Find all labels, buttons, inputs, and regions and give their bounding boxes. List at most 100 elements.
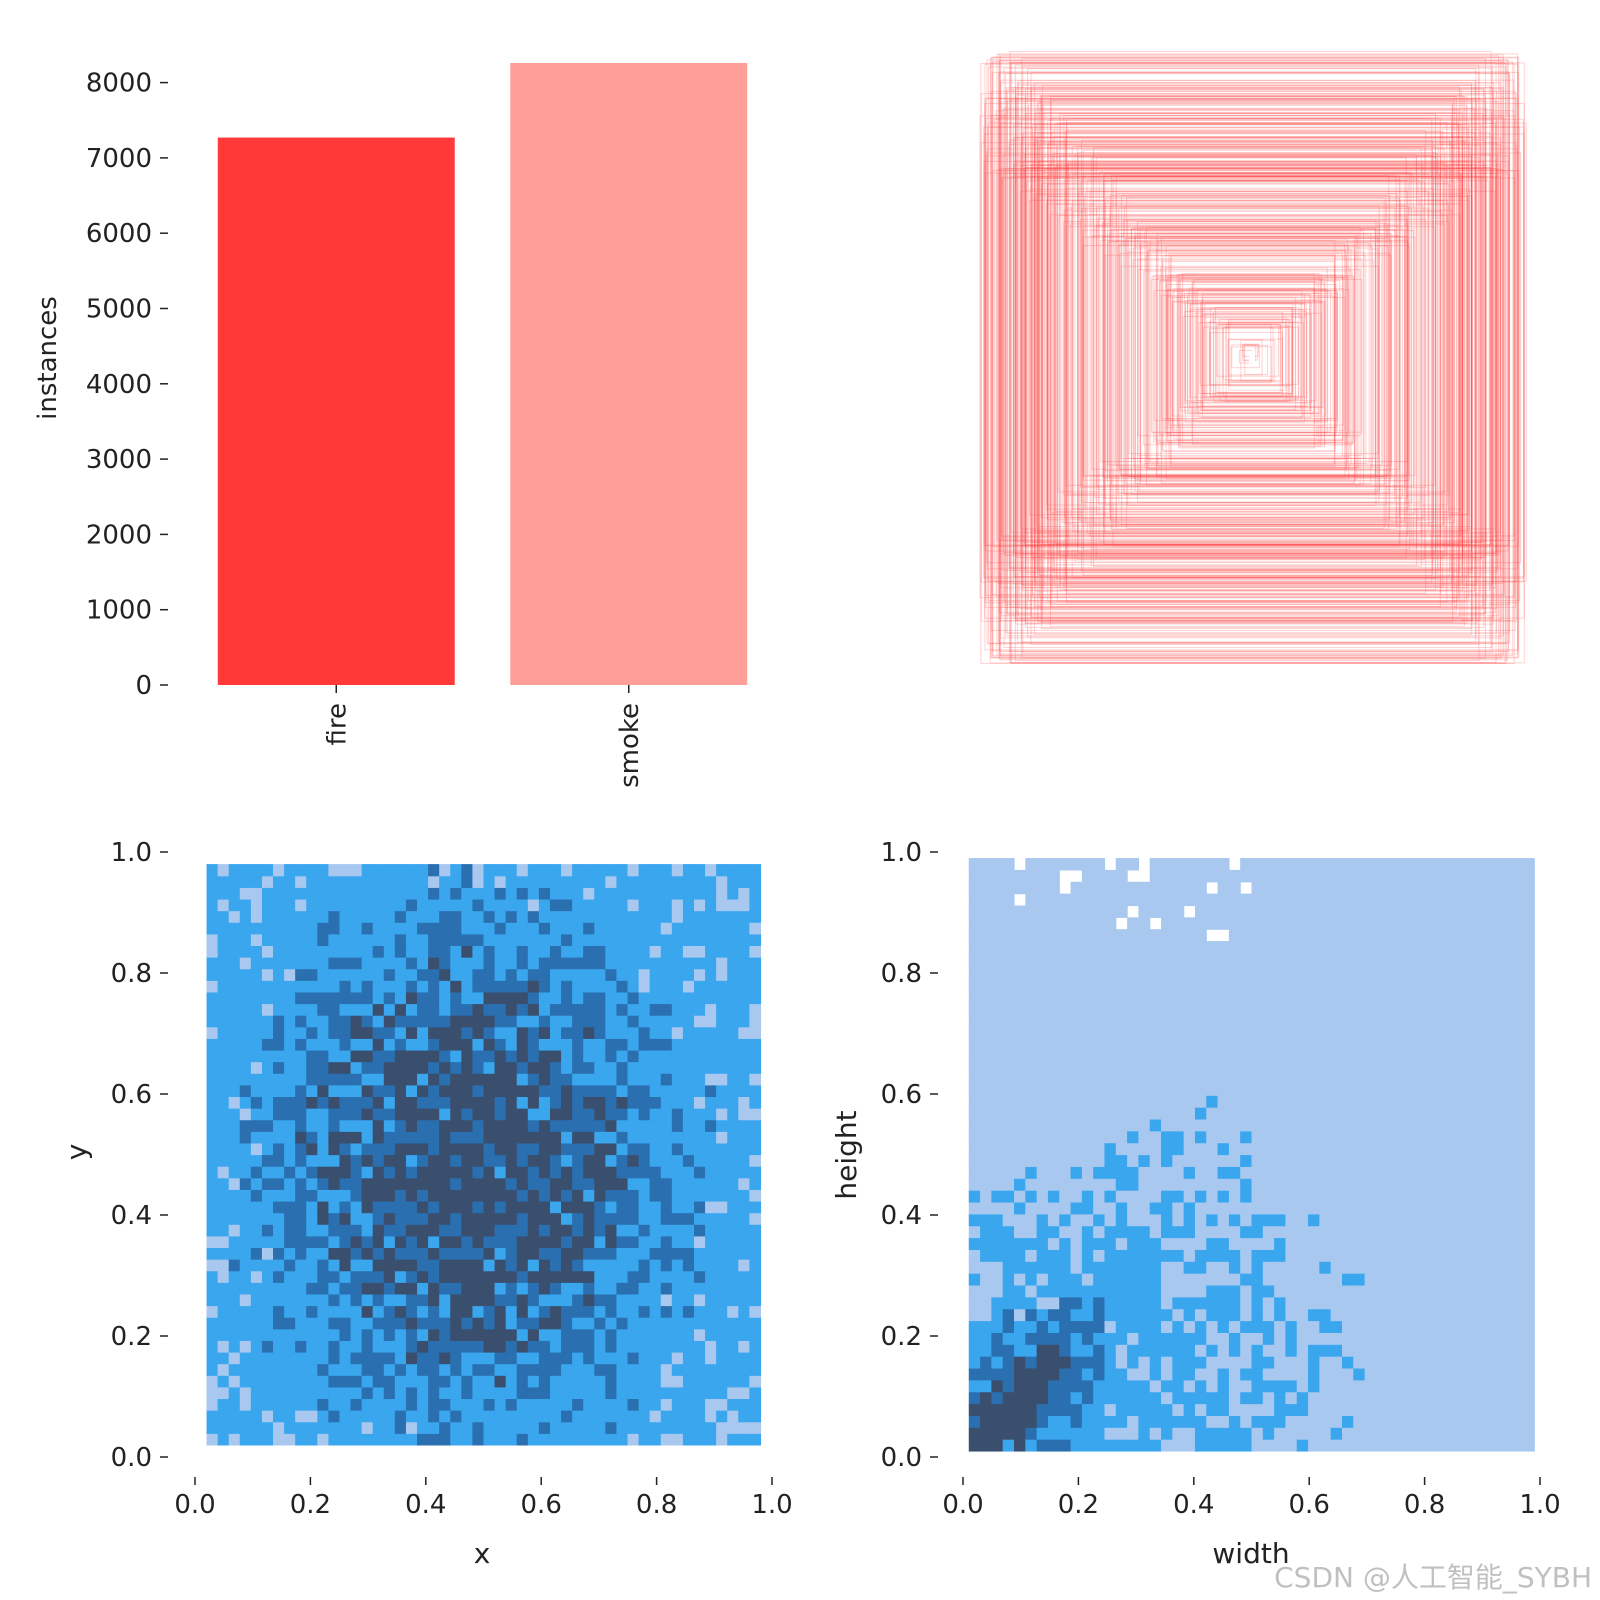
heatmap-cell bbox=[527, 1003, 540, 1016]
heatmap-cell bbox=[1070, 1000, 1083, 1013]
heatmap-cell bbox=[1115, 976, 1128, 990]
heatmap-cell bbox=[1127, 1284, 1140, 1298]
heatmap-cell bbox=[273, 1003, 285, 1016]
heatmap-cell bbox=[217, 1154, 230, 1167]
heatmap-cell bbox=[1421, 1308, 1434, 1322]
label-box bbox=[1034, 112, 1458, 608]
heatmap-cell bbox=[1251, 869, 1264, 883]
heatmap-cell bbox=[572, 1386, 584, 1400]
heatmap-cell bbox=[1070, 1035, 1083, 1049]
heatmap-cell bbox=[516, 1003, 529, 1016]
heatmap-cell bbox=[638, 945, 651, 958]
heatmap-cell bbox=[1081, 1439, 1094, 1452]
heatmap-cell bbox=[1319, 1367, 1332, 1381]
heatmap-cell bbox=[1217, 1166, 1230, 1179]
heatmap-cell bbox=[1409, 1439, 1422, 1452]
heatmap-cell bbox=[638, 1003, 651, 1016]
heatmap-cell bbox=[339, 1142, 352, 1156]
heatmap-cell bbox=[317, 957, 330, 970]
heatmap-cell bbox=[1093, 1237, 1106, 1250]
heatmap-cell bbox=[439, 1235, 451, 1249]
heatmap-cell bbox=[1206, 1154, 1219, 1167]
heatmap-cell bbox=[516, 1026, 529, 1039]
heatmap-cell bbox=[1115, 1012, 1128, 1025]
heatmap-cell bbox=[738, 1061, 750, 1074]
heatmap-cell bbox=[239, 922, 252, 935]
heatmap-cell bbox=[417, 1119, 429, 1132]
heatmap-cell bbox=[1262, 917, 1275, 930]
heatmap-cell bbox=[968, 1178, 981, 1191]
label-box bbox=[1083, 225, 1409, 478]
label-box bbox=[1104, 202, 1387, 506]
heatmap-cell bbox=[1285, 1059, 1298, 1073]
heatmap-cell bbox=[239, 1200, 252, 1214]
heatmap-cell bbox=[1002, 941, 1015, 954]
heatmap-cell bbox=[505, 1247, 518, 1260]
heatmap-cell bbox=[616, 933, 629, 947]
heatmap-cell bbox=[1387, 1403, 1400, 1416]
heatmap-cell bbox=[228, 1200, 241, 1214]
label-box bbox=[1144, 231, 1359, 469]
heatmap-cell bbox=[1330, 1154, 1343, 1167]
label-box bbox=[1047, 119, 1470, 603]
heatmap-cell bbox=[250, 1282, 263, 1295]
label-box bbox=[1153, 289, 1339, 421]
heatmap-cell bbox=[516, 1386, 529, 1400]
heatmap-cell bbox=[1206, 1332, 1219, 1345]
heatmap-cell bbox=[1296, 1237, 1309, 1250]
heatmap-cell bbox=[1251, 1344, 1264, 1357]
heatmap-cell bbox=[394, 1305, 407, 1318]
heatmap-cell bbox=[1409, 905, 1422, 918]
heatmap-cell bbox=[1398, 941, 1411, 954]
label-box bbox=[1191, 281, 1318, 439]
heatmap-cell bbox=[682, 1375, 695, 1388]
heatmap-cell bbox=[1308, 952, 1320, 966]
label-box bbox=[1206, 322, 1304, 397]
heatmap-cell bbox=[616, 1375, 629, 1388]
heatmap-cell bbox=[450, 1073, 462, 1086]
heatmap-cell bbox=[461, 1375, 474, 1388]
heatmap-cell bbox=[727, 1224, 739, 1237]
heatmap-cell bbox=[261, 1084, 274, 1098]
heatmap-cell bbox=[1398, 1130, 1411, 1144]
heatmap-cell bbox=[350, 1003, 363, 1016]
heatmap-cell bbox=[1375, 1427, 1388, 1440]
heatmap-cell bbox=[1364, 1439, 1377, 1452]
heatmap-cell bbox=[605, 864, 618, 877]
heatmap-cell bbox=[638, 1270, 651, 1283]
heatmap-cell bbox=[1387, 1083, 1400, 1096]
heatmap-cell bbox=[693, 1433, 706, 1446]
heatmap-cell bbox=[1172, 1427, 1185, 1440]
heatmap-cell bbox=[1115, 1000, 1128, 1013]
heatmap-cell bbox=[1296, 1356, 1309, 1369]
heatmap-cell bbox=[1421, 1142, 1434, 1156]
heatmap-cell bbox=[693, 1177, 706, 1190]
heatmap-cell bbox=[1138, 881, 1151, 895]
heatmap-cell bbox=[1228, 1237, 1241, 1250]
heatmap-cell bbox=[428, 980, 440, 993]
label-box bbox=[1079, 179, 1419, 522]
heatmap-cell bbox=[239, 1026, 252, 1039]
label-box bbox=[980, 92, 1518, 622]
heatmap-cell bbox=[483, 1386, 496, 1400]
heatmap-cell bbox=[295, 945, 307, 958]
heatmap-cell bbox=[339, 1061, 352, 1074]
heatmap-cell bbox=[561, 1096, 573, 1109]
heatmap-cell bbox=[494, 1317, 507, 1330]
heatmap-cell bbox=[250, 1003, 263, 1016]
heatmap-cell bbox=[1387, 858, 1400, 871]
heatmap-cell bbox=[1127, 952, 1140, 966]
heatmap-cell bbox=[1274, 1391, 1287, 1405]
heatmap-cell bbox=[1319, 952, 1332, 966]
heatmap-cell bbox=[1251, 1403, 1264, 1416]
heatmap-cell bbox=[250, 1293, 263, 1307]
heatmap-cell bbox=[738, 933, 750, 947]
heatmap-cell bbox=[261, 1189, 274, 1202]
label-box bbox=[1147, 243, 1346, 460]
heatmap-cell bbox=[1081, 905, 1094, 918]
heatmap-cell bbox=[361, 1317, 374, 1330]
heatmap-cell bbox=[1149, 1213, 1162, 1227]
heatmap-cell bbox=[228, 1398, 241, 1411]
heatmap-cell bbox=[350, 1305, 363, 1318]
heatmap-cell bbox=[350, 1212, 363, 1225]
